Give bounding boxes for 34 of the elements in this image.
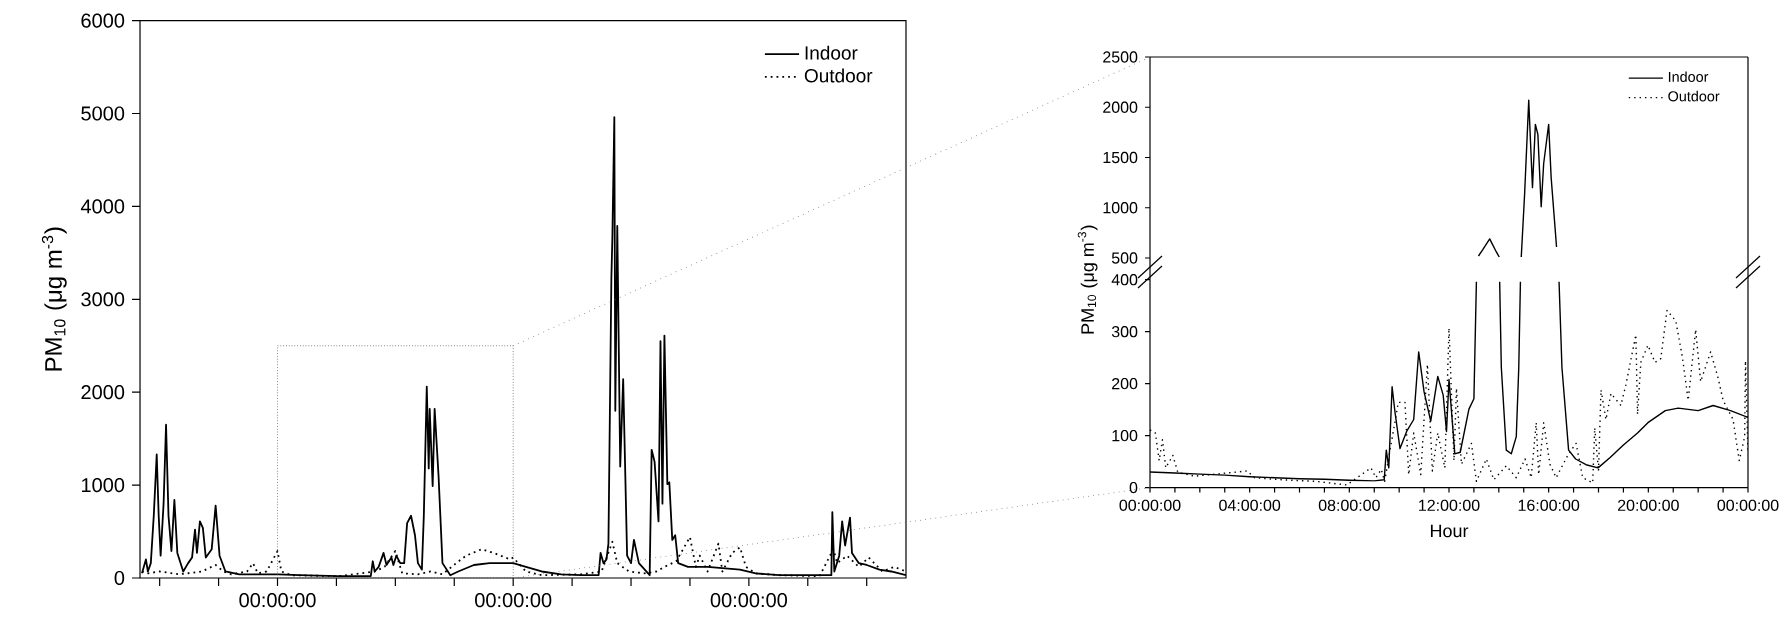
x-tick-label: 00:00:00 — [710, 593, 788, 608]
y-tick-label: 400 — [1111, 274, 1138, 286]
legend-label: Outdoor — [804, 68, 873, 83]
x-tick-label: 04:00:00 — [1219, 499, 1281, 511]
x-tick-label: 00:00:00 — [1119, 499, 1181, 511]
y-tick-label: 4000 — [80, 199, 125, 214]
y-tick-label: 1500 — [1103, 151, 1138, 164]
y-tick-label: 2500 — [1103, 51, 1138, 63]
legend-label: Outdoor — [1668, 90, 1720, 102]
y-axis-title: PM$_{10}$ (μg m$^{-3}$) — [41, 227, 67, 371]
y-axis-title: PM$_{10}$ (μg m$^{-3}$) — [1077, 225, 1098, 334]
x-tick-label: 08:00:00 — [1318, 499, 1380, 511]
x-tick-label: 00:00:00 — [1717, 499, 1779, 511]
y-tick-label: 0 — [114, 570, 125, 586]
x-tick-label: 20:00:00 — [1618, 499, 1679, 511]
y-tick-label: 6000 — [81, 13, 125, 28]
y-tick-label: 1000 — [1103, 202, 1138, 214]
legend-label: Indoor — [1668, 71, 1709, 82]
y-tick-label: 1000 — [82, 478, 125, 493]
x-axis-title: Hour — [1430, 524, 1469, 538]
y-tick-label: 5000 — [81, 106, 125, 121]
y-tick-label: 300 — [1111, 326, 1138, 338]
x-tick-label: 00:00:00 — [239, 593, 316, 608]
y-tick-label: 0 — [1129, 481, 1138, 494]
legend-label: Indoor — [805, 45, 858, 60]
y-tick-label: 500 — [1111, 252, 1138, 264]
y-tick-label: 100 — [1112, 429, 1138, 442]
y-tick-label: 2000 — [81, 385, 125, 400]
x-tick-label: 16:00:00 — [1518, 499, 1580, 511]
y-tick-label: 200 — [1112, 377, 1138, 390]
x-tick-label: 12:00:00 — [1419, 499, 1480, 511]
y-tick-label: 3000 — [81, 292, 125, 307]
y-tick-label: 2000 — [1103, 101, 1138, 113]
x-tick-label: 00:00:00 — [475, 593, 552, 608]
